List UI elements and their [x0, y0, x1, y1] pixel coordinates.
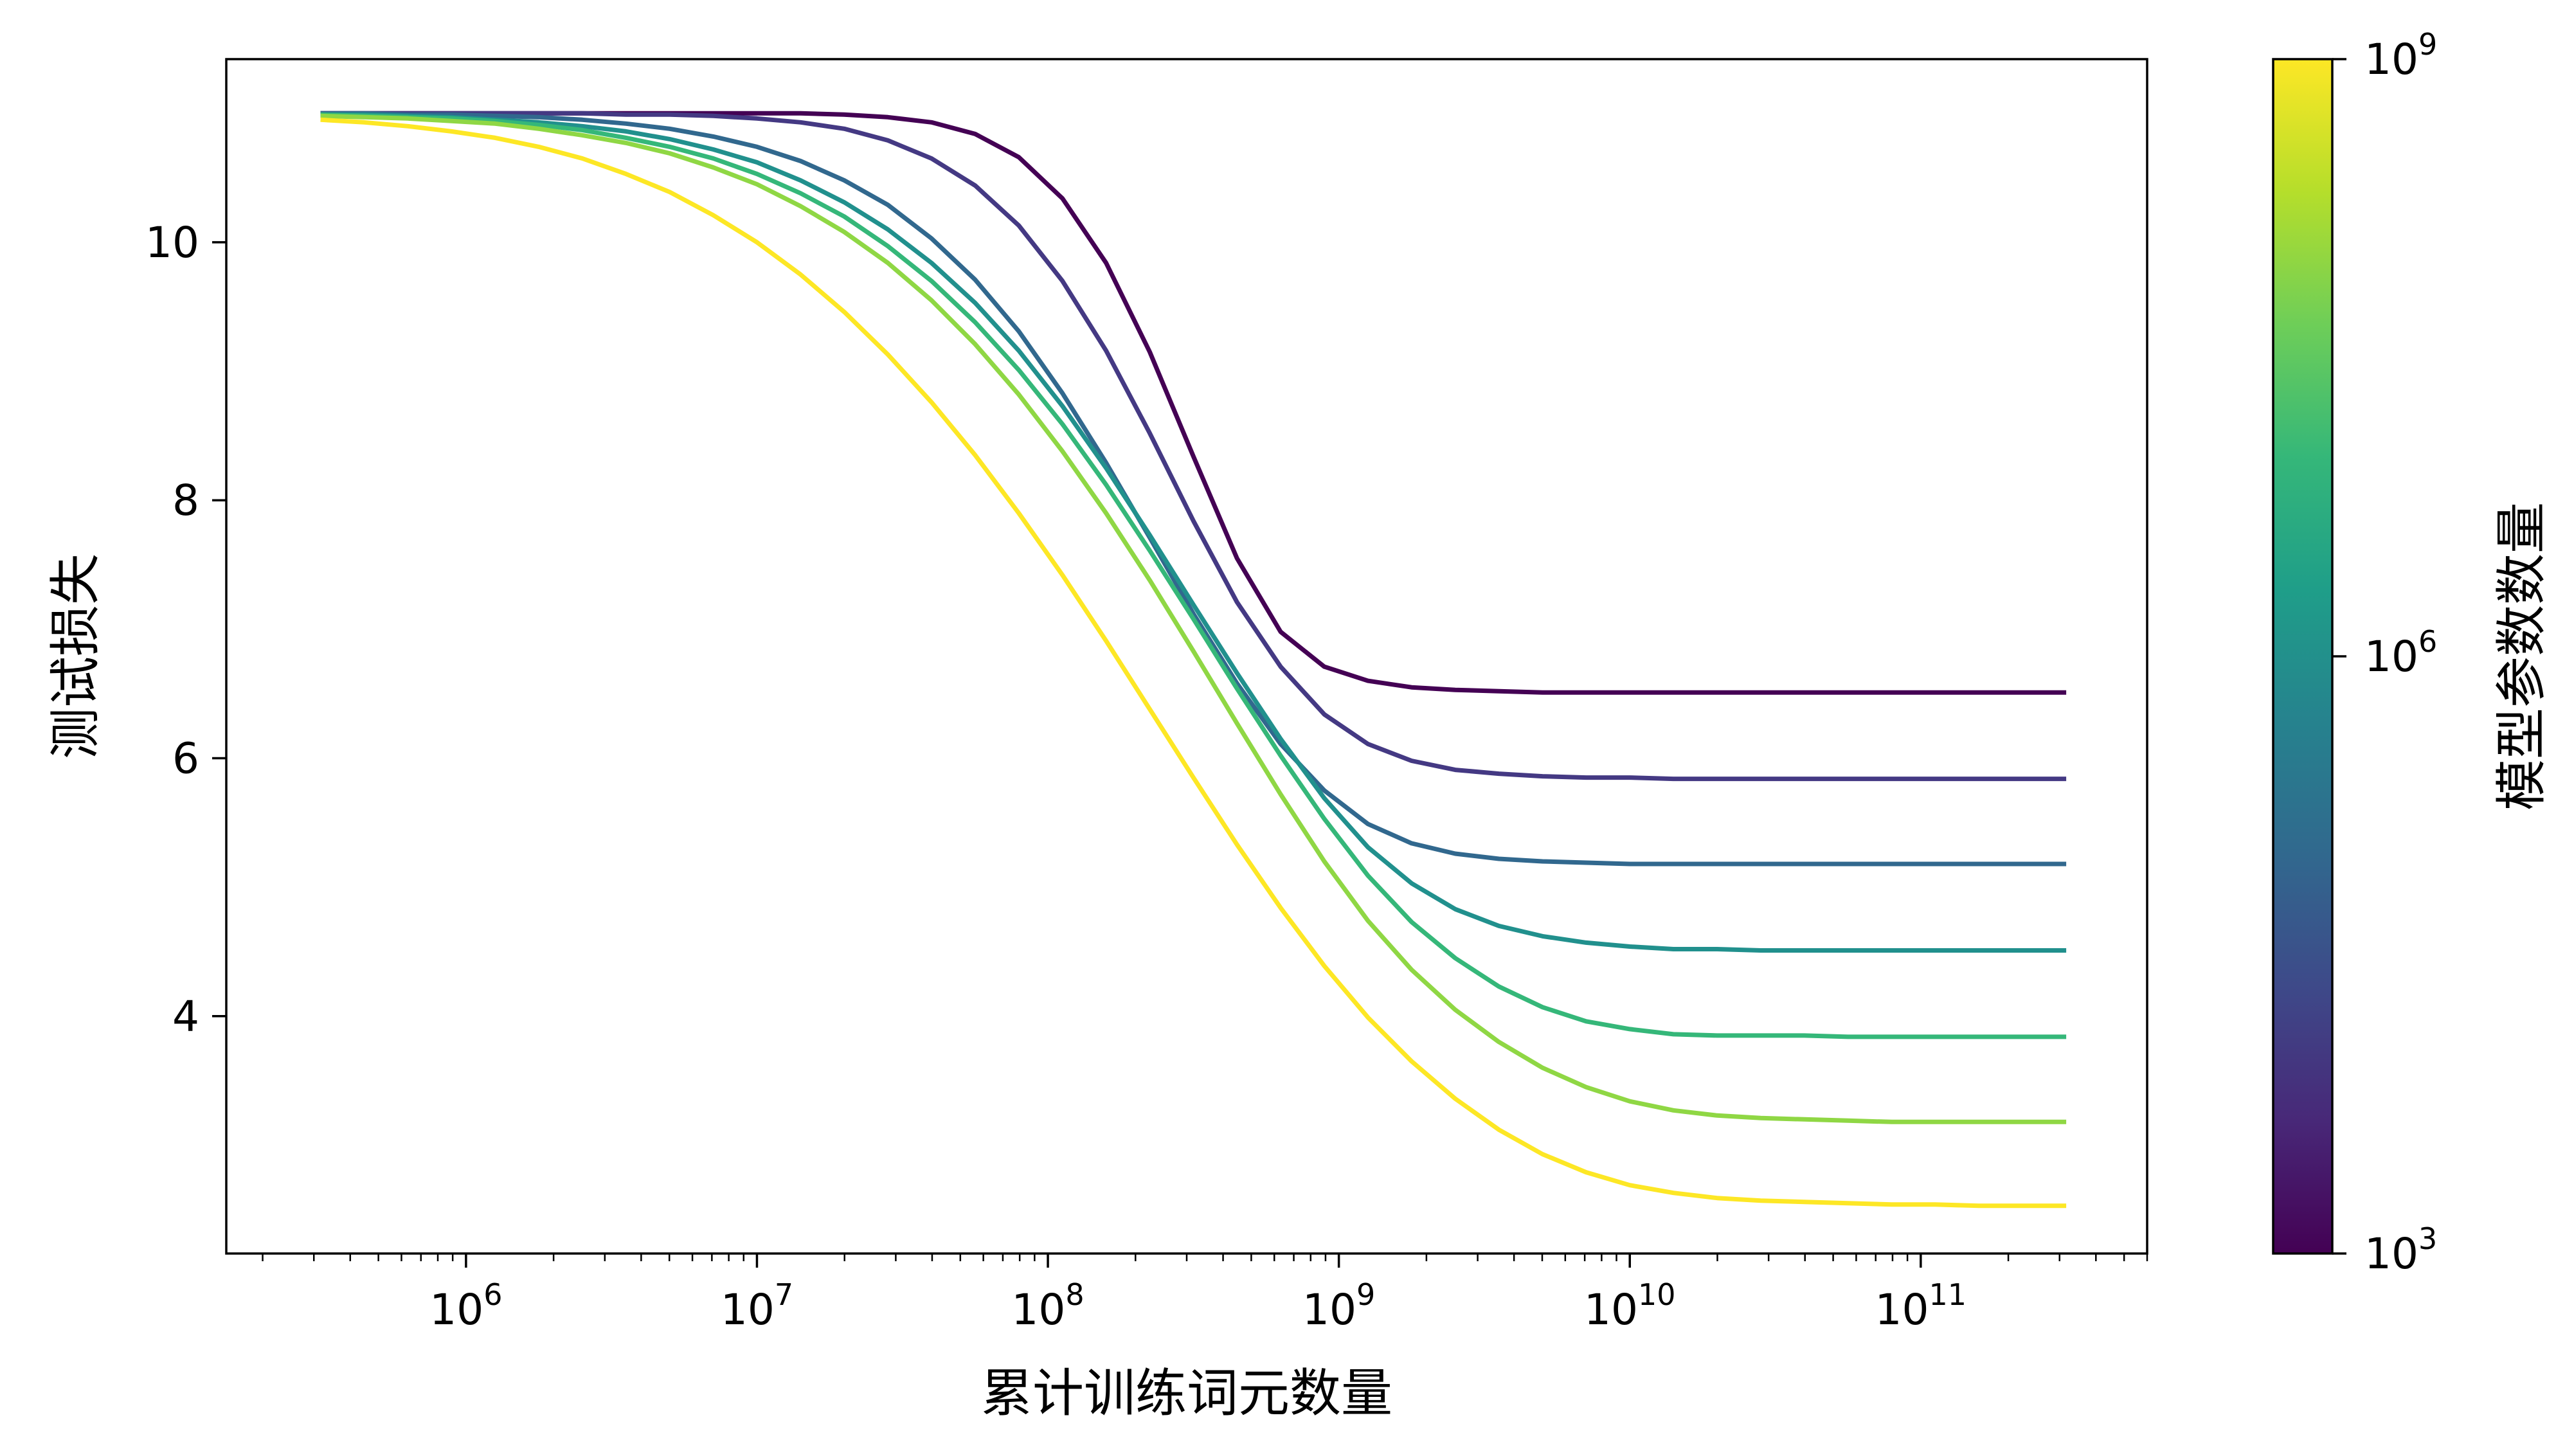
y-tick-label: 6: [172, 734, 199, 784]
x-tick-label: 108: [1011, 1277, 1084, 1335]
x-tick-label: 1011: [1875, 1277, 1967, 1335]
colorbar-label: 模型参数数量: [2492, 502, 2552, 811]
x-tick-label: 107: [721, 1277, 793, 1335]
x-tick-label: 109: [1302, 1277, 1375, 1335]
colorbar-ticks: 103 106 109: [2332, 27, 2437, 1279]
colorbar-tick-label: 106: [2364, 624, 2437, 681]
series-line-7: [320, 117, 2067, 1209]
x-axis-ticks: 106 107 108 109 1010 1011: [429, 1254, 1967, 1335]
series-line-3: [320, 111, 2067, 867]
colorbar-tick-label: 103: [2364, 1221, 2437, 1279]
y-tick-label: 8: [172, 476, 199, 525]
colorbar-tick-label: 109: [2364, 27, 2437, 84]
y-axis-label: 测试损失: [46, 553, 105, 759]
series-line-6: [320, 113, 2067, 1124]
x-tick-label: 106: [429, 1277, 502, 1335]
x-tick-label: 1010: [1584, 1277, 1676, 1335]
y-tick-label: 10: [145, 218, 199, 267]
series-line-2: [320, 111, 2067, 782]
y-axis-ticks: 4 6 8 10: [145, 218, 226, 1041]
series-line-5: [320, 112, 2067, 1039]
plot-frame: [225, 58, 2148, 1255]
x-axis-label: 累计训练词元数量: [981, 1363, 1392, 1423]
series-lines: [320, 111, 2067, 1209]
colorbar: [2272, 58, 2334, 1255]
y-tick-label: 4: [172, 992, 199, 1041]
series-line-4: [320, 112, 2067, 953]
x-minor-ticks: [262, 1254, 2148, 1261]
